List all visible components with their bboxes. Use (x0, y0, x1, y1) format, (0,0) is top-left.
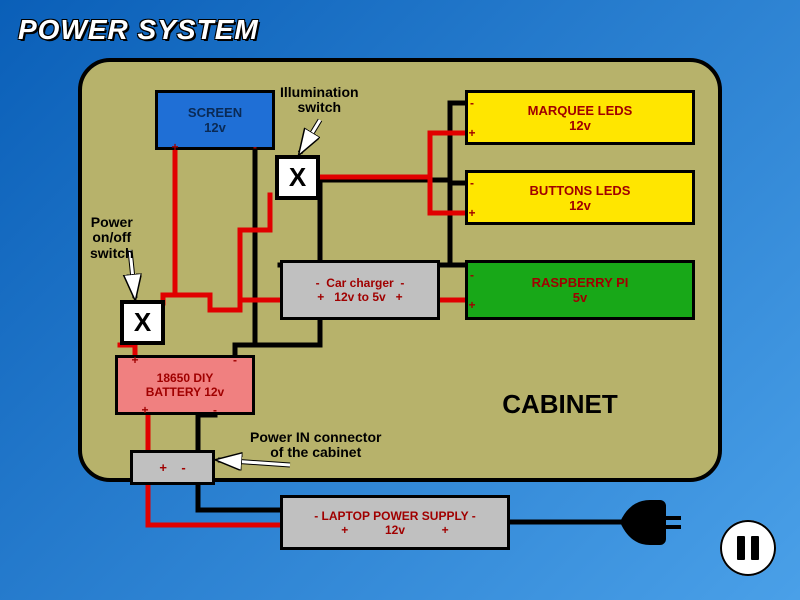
node-rpi-text: RASPBERRY PI (532, 275, 629, 290)
label-connector: Power IN connector of the cabinet (250, 430, 381, 461)
label-onoff: Power on/off switch (90, 215, 134, 261)
pause-button[interactable] (720, 520, 776, 576)
label-illum: Illumination switch (280, 85, 359, 116)
node-charger-text: - Car charger - (316, 276, 405, 290)
node-screen-text: 12v (204, 120, 226, 135)
node-power_switch: X (120, 300, 165, 345)
node-charger-text: + 12v to 5v + (317, 290, 402, 304)
node-power_switch-text: X (134, 307, 151, 338)
node-connector: + - (130, 450, 215, 485)
power-system-diagram: SCREEN12vMARQUEE LEDS12vBUTTONS LEDS12v-… (0, 0, 800, 600)
node-psu-text: - LAPTOP POWER SUPPLY - (314, 509, 476, 523)
node-buttons-text: BUTTONS LEDS (530, 183, 631, 198)
node-rpi: RASPBERRY PI5v (465, 260, 695, 320)
node-psu-text: + 12v + (341, 523, 448, 537)
node-marquee: MARQUEE LEDS12v (465, 90, 695, 145)
node-rpi-text: 5v (573, 290, 587, 305)
node-battery: 18650 DIYBATTERY 12v (115, 355, 255, 415)
page-title: POWER SYSTEM (18, 14, 259, 46)
node-marquee-text: MARQUEE LEDS (528, 103, 633, 118)
cabinet-label: CABINET (502, 390, 618, 419)
node-buttons: BUTTONS LEDS12v (465, 170, 695, 225)
node-screen-text: SCREEN (188, 105, 242, 120)
node-illum_switch-text: X (289, 162, 306, 193)
node-screen: SCREEN12v (155, 90, 275, 150)
node-psu: - LAPTOP POWER SUPPLY -+ 12v + (280, 495, 510, 550)
pause-icon (751, 536, 759, 560)
node-battery-text: BATTERY 12v (146, 385, 224, 399)
node-connector-text: + - (159, 460, 185, 475)
node-buttons-text: 12v (569, 198, 591, 213)
mains-plug-icon (620, 500, 681, 545)
node-marquee-text: 12v (569, 118, 591, 133)
node-battery-text: 18650 DIY (157, 371, 214, 385)
node-charger: - Car charger -+ 12v to 5v + (280, 260, 440, 320)
pause-icon (737, 536, 745, 560)
node-illum_switch: X (275, 155, 320, 200)
